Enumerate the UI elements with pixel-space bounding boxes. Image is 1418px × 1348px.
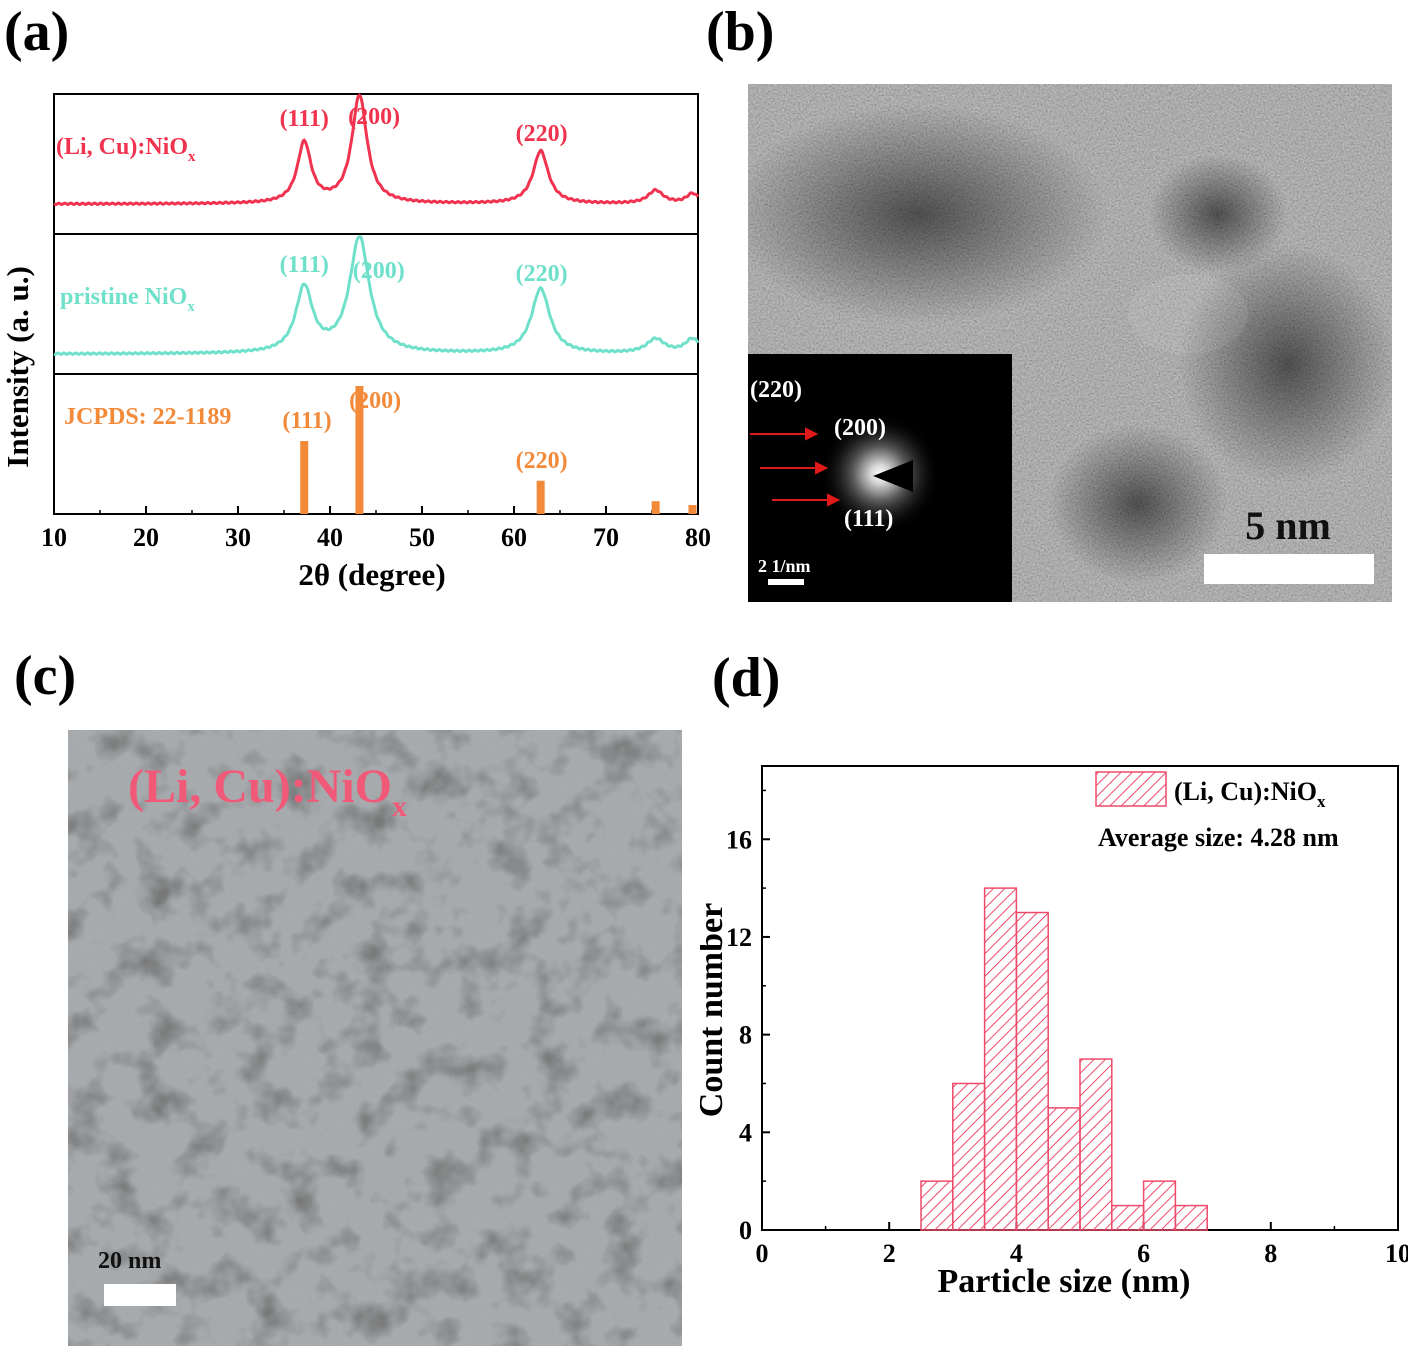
jcpds-stick	[536, 480, 545, 514]
panel-label-d: (d)	[712, 647, 781, 709]
hist-x-tick-label: 4	[1010, 1239, 1023, 1268]
saed-label-200: (200)	[834, 415, 886, 441]
hist-bar	[1015, 911, 1049, 1231]
xrd-peak-label: (200)	[353, 258, 405, 284]
xrd-x-tick-label: 20	[133, 523, 159, 552]
hist-y-axis-label: Count number	[700, 903, 730, 1117]
xrd-x-tick-label: 10	[41, 523, 67, 552]
tem-overlay-label: (Li, Cu):NiOx	[128, 760, 407, 823]
xrd-peak-label: (220)	[516, 261, 568, 287]
saed-scale-label: 2 1/nm	[758, 556, 811, 576]
hrtem-texture: (220) (200) (111) 2 1/nm 5 nm	[748, 84, 1392, 602]
xrd-x-tick-label: 60	[501, 523, 527, 552]
xrd-series-label: (Li, Cu):NiOx	[56, 134, 196, 165]
saed-label-111: (111)	[844, 506, 893, 532]
hist-bar	[1111, 1204, 1145, 1231]
jcpds-peak-label: (200)	[349, 388, 401, 414]
size-histogram: 0 2 4 6 8 10 0 4 8 12 16 Particle size (nm) Count …	[700, 765, 1408, 1300]
panel-label-c: (c)	[14, 645, 77, 707]
hist-x-tick-label: 6	[1137, 1239, 1150, 1268]
hist-x-tick-label: 8	[1264, 1239, 1277, 1268]
hist-x-tick-label: 0	[756, 1239, 769, 1268]
jcpds-stick	[651, 501, 660, 514]
hrtem-scale-label: 5 nm	[1245, 503, 1331, 548]
jcpds-stick	[688, 505, 697, 514]
xrd-x-tick-label: 30	[225, 523, 251, 552]
xrd-chart: 10 20 30 40 50 60 70 80 (Li, Cu):NiOx (111) (200) (…	[0, 93, 711, 592]
xrd-series-label: pristine NiOx	[60, 284, 195, 315]
jcpds-stick	[300, 441, 309, 514]
hist-x-axis-label: Particle size (nm)	[938, 1263, 1191, 1300]
xrd-peak-label: (220)	[516, 121, 568, 147]
hist-y-tick-label: 12	[726, 923, 752, 952]
hist-legend-swatch	[1095, 771, 1167, 807]
hist-bar	[1079, 1058, 1113, 1231]
xrd-y-axis-label: Intensity (a. u.)	[0, 266, 35, 468]
hist-bar	[920, 1180, 954, 1231]
hrtem-image: (220) (200) (111) 2 1/nm 5 nm	[748, 84, 1392, 602]
hist-y-tick-label: 4	[739, 1118, 752, 1147]
tem-scale-bar	[104, 1284, 176, 1306]
saed-arrows	[750, 427, 841, 507]
hist-bar	[952, 1082, 986, 1231]
hist-annotation: Average size: 4.28 nm	[1098, 823, 1339, 852]
saed-scale-bar	[768, 579, 804, 585]
xrd-x-axis-label: 2θ (degree)	[298, 557, 445, 592]
saed-label-220: (220)	[750, 377, 802, 403]
hist-bar	[983, 887, 1018, 1231]
jcpds-peak-label: (111)	[282, 408, 331, 434]
tem-image: (Li, Cu):NiOx 20 nm	[68, 730, 682, 1346]
hist-x-tick-label: 10	[1385, 1239, 1408, 1268]
hist-y-tick-label: 0	[739, 1216, 752, 1245]
xrd-series-line	[53, 234, 700, 357]
xrd-peak-label: (111)	[280, 252, 329, 278]
jcpds-label: JCPDS: 22-1189	[64, 404, 231, 430]
xrd-peak-label: (200)	[348, 104, 400, 130]
hist-y-tick-label: 8	[739, 1021, 752, 1050]
jcpds-stick	[355, 386, 364, 514]
panel-label-b: (b)	[706, 1, 775, 63]
xrd-x-tick-label: 70	[593, 523, 619, 552]
hist-bar	[1142, 1180, 1177, 1231]
hist-bar	[1174, 1204, 1208, 1231]
tem-texture: (Li, Cu):NiOx 20 nm	[68, 730, 682, 1346]
hist-y-tick-label: 16	[726, 825, 752, 854]
hrtem-scale-bar	[1204, 554, 1374, 584]
xrd-peak-label: (111)	[280, 106, 329, 132]
tem-scale-label: 20 nm	[98, 1248, 161, 1274]
hist-x-tick-label: 2	[883, 1239, 896, 1268]
hist-bar	[1047, 1107, 1081, 1231]
xrd-x-tick-label: 80	[685, 523, 711, 552]
hist-legend-label: (Li, Cu):NiOx	[1174, 777, 1326, 811]
panel-label-a: (a)	[4, 1, 70, 63]
xrd-series-line	[53, 93, 700, 207]
xrd-x-tick-label: 50	[409, 523, 435, 552]
jcpds-peak-label: (220)	[516, 448, 568, 474]
xrd-x-tick-label: 40	[317, 523, 343, 552]
